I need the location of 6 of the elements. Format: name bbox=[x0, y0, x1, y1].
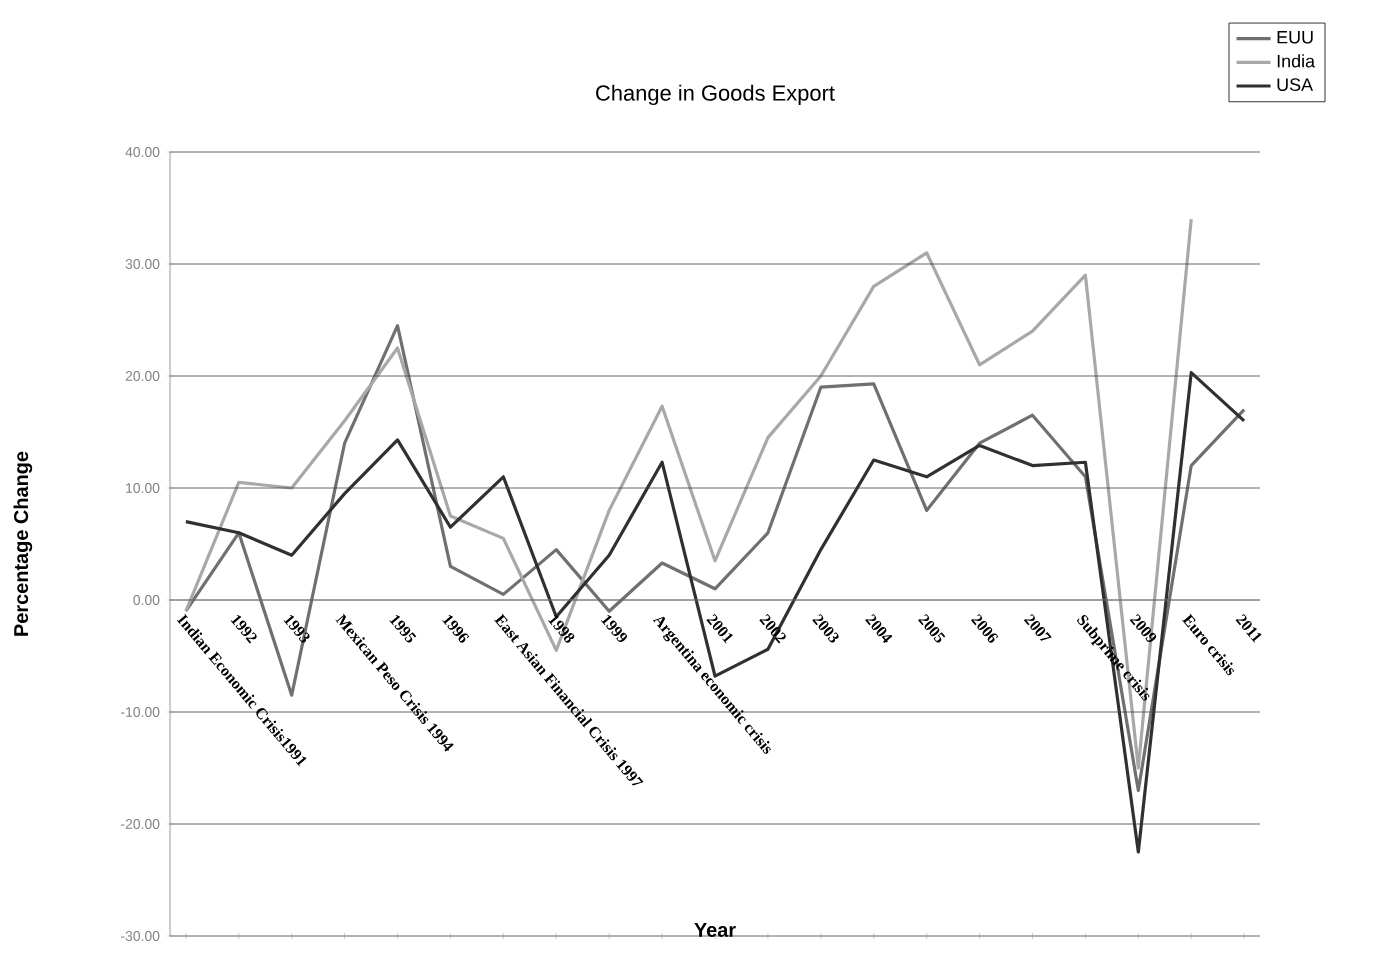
legend-label: India bbox=[1277, 54, 1316, 68]
chart-title: Change in Goods Export bbox=[596, 84, 835, 106]
x-axis-title: Year bbox=[694, 923, 736, 937]
y-axis-title: Percentage Change bbox=[13, 451, 33, 636]
legend-label: EUU bbox=[1277, 31, 1313, 44]
legend-label: USA bbox=[1277, 78, 1314, 91]
